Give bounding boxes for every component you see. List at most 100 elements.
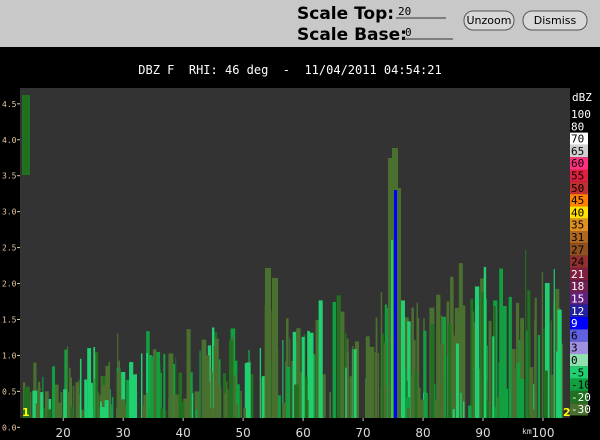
radar-echo xyxy=(332,301,336,418)
scale-base-input[interactable]: 0 xyxy=(405,26,412,39)
dismiss-label[interactable]: Dismiss xyxy=(534,14,577,27)
dismiss-button[interactable] xyxy=(522,10,588,31)
radar-echo xyxy=(52,366,55,418)
radar-echo xyxy=(424,393,428,418)
radar-echo xyxy=(244,363,248,418)
radar-echo xyxy=(417,317,420,418)
x-tick-label: 60 xyxy=(295,426,310,440)
radar-echo xyxy=(192,393,194,418)
radar-echo xyxy=(520,318,525,418)
radar-echo xyxy=(211,371,213,418)
x-unit: km xyxy=(522,427,532,436)
radar-echo xyxy=(483,266,487,418)
radar-echo xyxy=(462,305,466,418)
radar-echo xyxy=(32,390,38,418)
radar-echo xyxy=(179,401,185,418)
radar-echo xyxy=(141,405,145,418)
x-tick-label: 20 xyxy=(56,426,71,440)
radar-echo xyxy=(189,372,193,418)
unzoom-label[interactable]: Unzoom xyxy=(467,14,512,27)
radar-echo xyxy=(260,378,262,418)
y-tick-label: 2.0 xyxy=(2,280,17,289)
y-tick-label: 1.0 xyxy=(2,351,17,360)
radar-echo xyxy=(460,392,462,418)
radar-echo xyxy=(511,349,516,418)
radar-echo xyxy=(240,390,242,418)
x-tick-label: 30 xyxy=(116,426,131,440)
radar-echo xyxy=(148,406,151,418)
radar-echo xyxy=(243,407,246,418)
radar-echo xyxy=(486,400,490,418)
radar-echo xyxy=(129,362,134,418)
colorbar-swatch xyxy=(570,181,588,195)
radar-echo xyxy=(135,391,138,418)
radar-echo xyxy=(468,405,472,418)
radar-echo xyxy=(404,317,409,418)
radar-echo xyxy=(318,300,323,418)
radar-echo xyxy=(116,407,120,418)
radar-echo xyxy=(380,291,383,418)
radar-echo xyxy=(516,363,520,418)
colorbar-label: 21 xyxy=(571,268,584,281)
radar-echo xyxy=(411,307,414,418)
radar-echo xyxy=(472,311,475,418)
radar-echo xyxy=(349,376,354,418)
colorbar-label: 24 xyxy=(571,256,585,269)
radar-echo xyxy=(543,370,548,418)
radar-echo xyxy=(168,353,174,418)
radar-echo xyxy=(160,408,165,418)
y-tick-label: 3.0 xyxy=(2,208,17,217)
radar-echo xyxy=(67,391,71,418)
radar-echo xyxy=(63,389,67,418)
radar-echo xyxy=(80,409,84,418)
radar-echo xyxy=(450,276,454,418)
radar-echo xyxy=(502,306,507,418)
radar-echo xyxy=(452,409,455,418)
radar-echo xyxy=(261,376,267,418)
radar-echo xyxy=(382,359,384,418)
x-tick-label: 50 xyxy=(235,426,250,440)
radar-echo xyxy=(87,348,92,418)
radar-echo xyxy=(492,336,495,418)
colorbar-swatch xyxy=(570,390,588,404)
radar-echo xyxy=(57,402,63,418)
colorbar-swatch xyxy=(570,108,588,121)
colorbar-label: 100 xyxy=(571,108,591,121)
radar-echo xyxy=(308,332,314,418)
radar-echo xyxy=(146,352,149,418)
radar-echo xyxy=(146,392,148,418)
radar-echo xyxy=(120,372,126,418)
radar-echo xyxy=(99,401,102,418)
colorbar-swatch xyxy=(570,169,588,182)
radar-echo xyxy=(33,362,37,418)
colorbar-swatch xyxy=(570,403,588,416)
radar-echo xyxy=(541,272,544,418)
radar-echo xyxy=(423,330,427,418)
y-tick-label: 0.0 xyxy=(2,423,17,432)
colorbar-label: 6 xyxy=(571,329,578,342)
radar-echo xyxy=(175,357,177,418)
colorbar-swatch xyxy=(570,132,588,145)
colorbar-swatch xyxy=(570,144,588,158)
scale-top-input[interactable]: 20 xyxy=(398,5,411,18)
radar-echo xyxy=(156,351,161,418)
x-tick-label: 100 xyxy=(532,426,555,440)
radar-echo xyxy=(474,286,480,418)
radar-echo xyxy=(178,372,182,418)
colorbar-label: -20 xyxy=(571,391,591,404)
radar-echo xyxy=(249,374,254,418)
colorbar-label: -30 xyxy=(571,403,591,416)
radar-echo xyxy=(25,386,30,418)
radar-echo xyxy=(494,406,498,418)
radar-echo xyxy=(550,320,552,418)
radar-echo xyxy=(54,384,59,418)
radar-echo xyxy=(354,341,359,418)
unzoom-button[interactable] xyxy=(463,10,515,31)
colorbar-swatch xyxy=(570,157,588,170)
radar-echo xyxy=(407,321,411,418)
radar-echo xyxy=(194,391,200,418)
colorbar-label: 18 xyxy=(571,280,584,293)
radar-echo xyxy=(278,395,281,418)
radar-echo xyxy=(111,397,114,418)
radar-echo xyxy=(47,399,52,418)
